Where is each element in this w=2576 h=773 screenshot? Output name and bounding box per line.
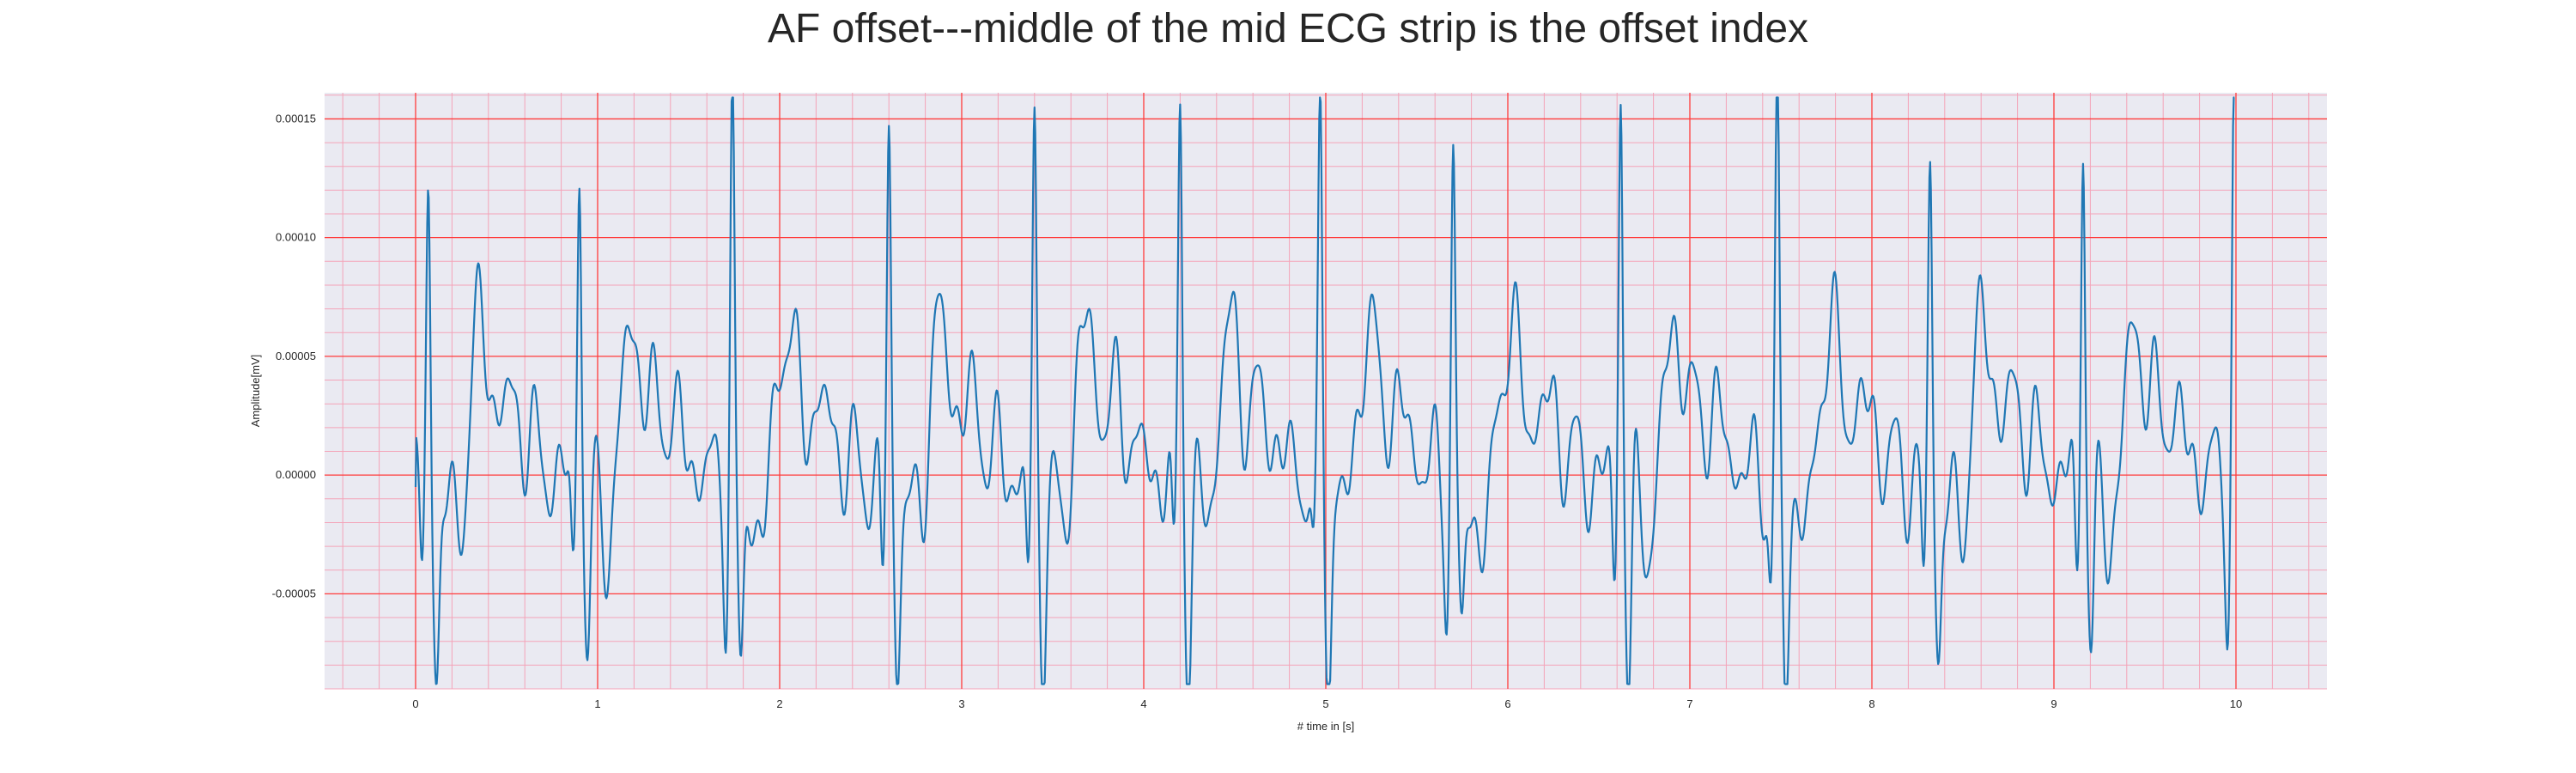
y-tick-label: 0.00010 xyxy=(276,231,316,244)
ecg-series-line xyxy=(414,96,2235,685)
x-tick-label: 4 xyxy=(1140,697,1146,710)
y-tick-label: -0.00005 xyxy=(272,587,316,600)
y-tick-label: 0.00005 xyxy=(276,350,316,362)
y-axis-ticks: -0.00005 0.00000 0.00005 0.00010 0.00015 xyxy=(272,112,316,600)
x-tick-label: 10 xyxy=(2230,697,2242,710)
y-axis-label: Amplitude[mV] xyxy=(249,355,262,428)
y-tick-label: 0.00000 xyxy=(276,468,316,481)
x-tick-label: 9 xyxy=(2050,697,2057,710)
chart-title: AF offset---middle of the mid ECG strip … xyxy=(767,6,1809,52)
x-tick-label: 8 xyxy=(1868,697,1874,710)
x-tick-label: 0 xyxy=(412,697,418,710)
x-tick-label: 3 xyxy=(958,697,964,710)
x-tick-label: 7 xyxy=(1686,697,1692,710)
x-axis-ticks: 0 1 2 3 4 5 6 7 8 9 10 xyxy=(412,697,2242,710)
x-tick-label: 2 xyxy=(776,697,782,710)
x-tick-label: 6 xyxy=(1504,697,1510,710)
x-tick-label: 5 xyxy=(1322,697,1328,710)
x-axis-label: # time in [s] xyxy=(1297,720,1354,733)
y-tick-label: 0.00015 xyxy=(276,112,316,125)
x-tick-label: 1 xyxy=(594,697,600,710)
